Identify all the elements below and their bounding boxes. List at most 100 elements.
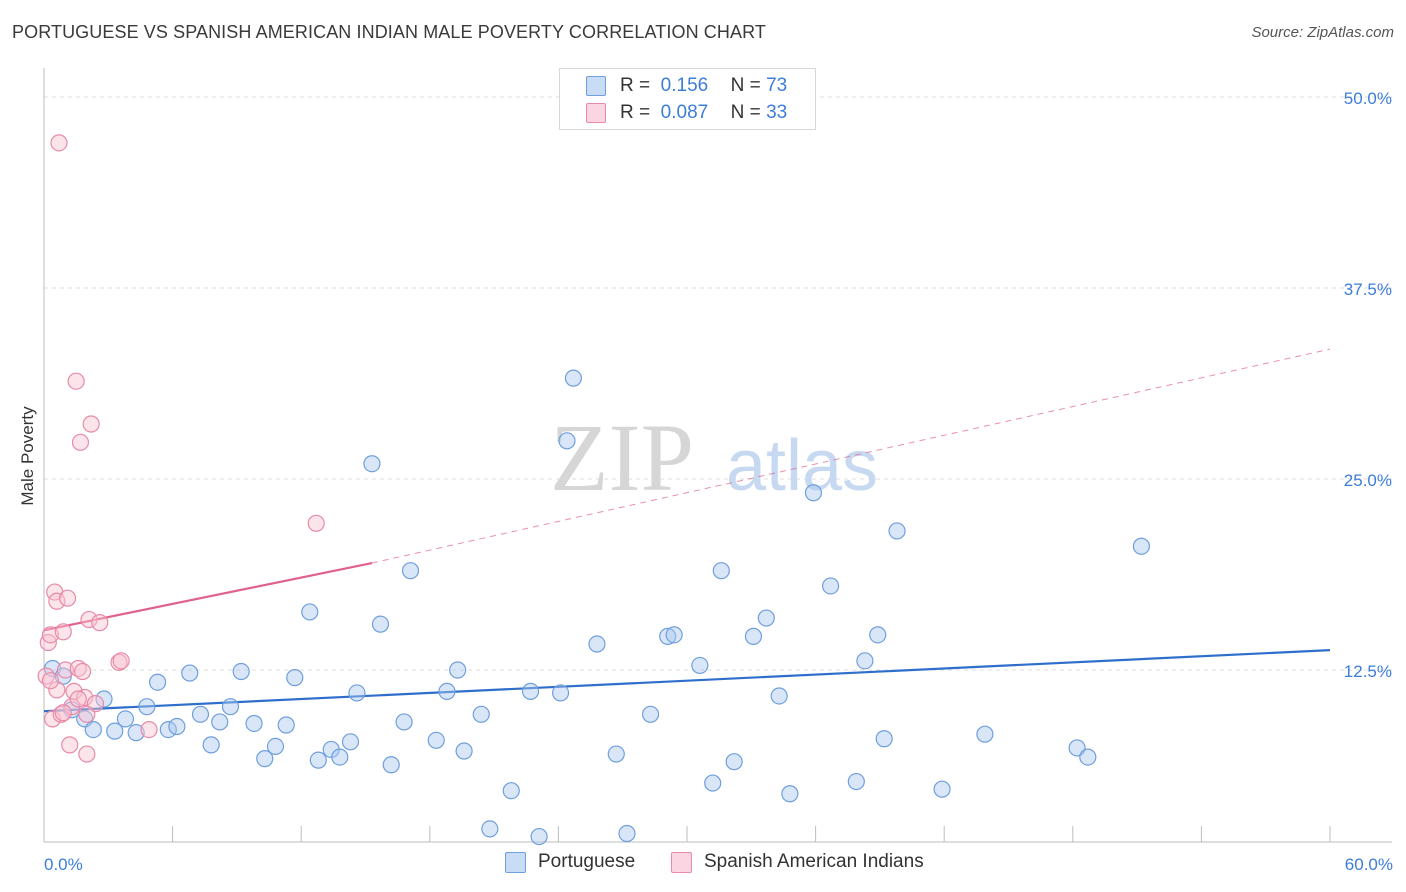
watermark: ZIP atlas — [550, 404, 878, 511]
data-point — [455, 742, 473, 760]
data-point — [56, 661, 75, 679]
data-point — [43, 710, 62, 728]
data-point — [286, 669, 304, 687]
data-point — [481, 820, 499, 838]
y-tick-label: 12.5% — [1344, 662, 1392, 681]
data-point — [50, 134, 68, 152]
data-point — [307, 514, 325, 532]
data-point — [127, 724, 145, 742]
y-tick-label: 25.0% — [1344, 471, 1392, 490]
series-label-spanish-american-indians: Spanish American Indians — [704, 851, 924, 872]
data-point — [61, 736, 79, 754]
y-tick-label: 50.0% — [1344, 89, 1392, 108]
series-label-portuguese: Portuguese — [538, 851, 636, 872]
data-point — [76, 688, 94, 707]
data-point — [277, 716, 295, 734]
data-point — [181, 664, 199, 682]
data-point — [78, 745, 96, 763]
data-point — [202, 736, 220, 754]
data-point — [71, 433, 90, 451]
series-legend-spanish-american-indians: Spanish American Indians — [671, 851, 924, 873]
stats-legend: R = 0.156 N = 73 R = 0.087 N = 33 — [559, 68, 816, 130]
data-point — [530, 827, 548, 846]
data-point — [54, 704, 72, 722]
data-point — [856, 652, 874, 670]
data-point — [106, 722, 124, 740]
data-point — [976, 725, 994, 743]
data-point — [933, 780, 951, 798]
y-axis-label: Male Poverty — [18, 406, 37, 506]
data-point — [82, 415, 100, 433]
data-point — [588, 635, 606, 653]
data-point — [309, 751, 327, 769]
series-swatch-portuguese — [505, 851, 526, 873]
data-point — [80, 610, 98, 629]
data-point — [438, 682, 456, 700]
y-tick-label: 37.5% — [1344, 280, 1392, 299]
trend-line — [43, 561, 373, 632]
data-point — [78, 705, 96, 723]
data-point — [564, 369, 583, 387]
legend-r-value: 0.156 — [660, 75, 709, 96]
data-point — [84, 720, 102, 739]
data-point — [725, 753, 743, 771]
data-point — [48, 592, 66, 610]
data-point — [1132, 537, 1150, 555]
data-point — [116, 710, 135, 728]
data-point — [245, 714, 263, 733]
series-legend-portuguese: Portuguese — [505, 851, 635, 873]
legend-r-value: 0.087 — [660, 102, 709, 123]
watermark-zip: ZIP — [550, 404, 694, 511]
data-point — [67, 372, 85, 390]
legend-swatch-portuguese — [586, 76, 606, 96]
legend-swatch-spanish-american-indians — [586, 103, 606, 123]
data-point — [618, 824, 636, 843]
data-point — [502, 782, 520, 800]
data-point — [521, 682, 540, 700]
data-point — [1079, 748, 1097, 766]
series-legend: Portuguese Spanish American Indians — [0, 851, 1406, 877]
data-point — [781, 785, 799, 803]
data-point — [266, 737, 285, 756]
tick-labels: 12.5% 25.0% 37.5% 50.0% 0.0% 60.0% — [44, 89, 1393, 874]
data-point — [91, 614, 109, 632]
data-point — [401, 562, 420, 580]
legend-n-label: N = — [730, 75, 761, 96]
data-point — [704, 774, 722, 792]
data-point — [348, 684, 366, 702]
axes — [43, 68, 1392, 843]
legend-n-value: 73 — [766, 75, 788, 96]
data-point — [757, 609, 775, 627]
source-label: Source: ZipAtlas.com — [1251, 24, 1394, 41]
x-tick-label: 0.0% — [44, 855, 83, 874]
data-point — [607, 745, 625, 763]
data-point — [232, 662, 250, 681]
data-point — [382, 756, 400, 774]
legend-n-label: N = — [730, 102, 761, 123]
data-point — [191, 705, 210, 723]
data-point — [221, 698, 240, 716]
data-point — [371, 615, 390, 633]
data-point — [73, 662, 92, 681]
data-point — [331, 748, 349, 766]
legend-n-value: 33 — [766, 102, 788, 123]
data-point — [148, 673, 167, 691]
legend-r-label: R = — [620, 75, 651, 96]
data-point — [58, 589, 77, 607]
data-point — [301, 603, 319, 621]
x-tick-label: 60.0% — [1345, 855, 1393, 874]
trend-lines — [43, 348, 1331, 713]
grid-lines — [44, 96, 1392, 671]
data-point — [395, 713, 413, 731]
data-point — [641, 705, 660, 723]
chart-title: PORTUGUESE VS SPANISH AMERICAN INDIAN MA… — [12, 22, 766, 42]
data-point — [770, 687, 788, 705]
trend-line-extension — [371, 348, 1331, 564]
data-point — [341, 733, 360, 751]
trend-line — [43, 649, 1331, 713]
data-point — [551, 684, 570, 702]
data-point — [41, 672, 60, 690]
data-point — [211, 713, 229, 731]
data-point — [744, 627, 763, 645]
